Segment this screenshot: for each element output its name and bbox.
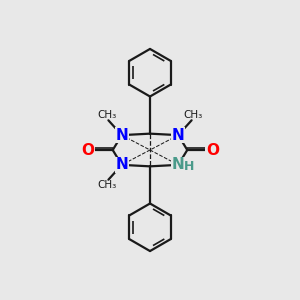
Text: CH₃: CH₃ (184, 110, 203, 120)
Text: N: N (116, 128, 128, 142)
Text: CH₃: CH₃ (97, 180, 116, 190)
Text: O: O (81, 142, 94, 158)
Text: N: N (116, 158, 128, 172)
Text: N: N (172, 158, 184, 172)
Text: O: O (206, 142, 219, 158)
Text: CH₃: CH₃ (97, 110, 116, 120)
Text: N: N (172, 128, 184, 142)
Text: H: H (184, 160, 195, 173)
